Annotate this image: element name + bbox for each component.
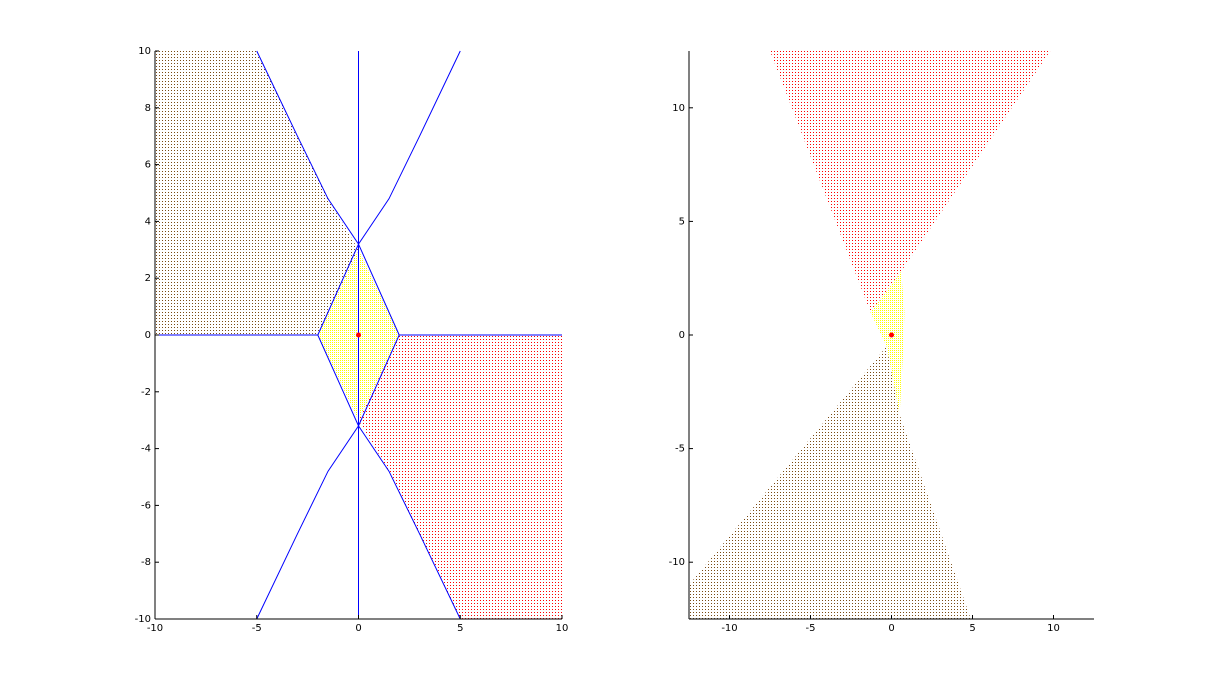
y-tick-label: 4 [145,216,151,227]
x-tick-label: 5 [969,623,975,634]
y-tick-label: 0 [679,330,685,341]
y-tick-label: 8 [145,103,151,114]
x-tick-label: 0 [888,623,894,634]
y-tick-label: 5 [679,216,685,227]
y-tick-label: -4 [141,444,151,455]
y-tick-label: 2 [145,273,151,284]
center-point [889,332,894,338]
boundary-line [256,334,400,620]
dot-region [870,271,905,415]
y-tick-label: -2 [141,387,151,398]
y-tick-label: -5 [675,444,685,455]
y-tick-label: -8 [141,557,151,568]
x-tick-label: 10 [1047,623,1060,634]
x-tick-label: -10 [147,623,163,634]
y-tick-label: -6 [141,500,151,511]
dot-region [358,335,562,619]
y-tick-label: -10 [669,557,685,568]
x-tick-label: -10 [721,623,737,634]
x-tick-label: 0 [355,623,361,634]
boundary-line [256,50,400,336]
x-tick-label: -5 [806,623,816,634]
y-tick-label: -10 [135,614,151,625]
x-tick-label: 5 [457,623,463,634]
x-tick-label: 10 [556,623,569,634]
center-point [356,332,361,338]
y-tick-label: 10 [138,46,151,57]
boundary-line [317,50,461,336]
dot-region [155,51,359,335]
dot-region [689,346,971,619]
y-tick-label: 0 [145,330,151,341]
dot-region [770,51,1051,313]
boundary-line [317,334,461,620]
y-tick-label: 10 [672,103,685,114]
y-tick-label: 6 [145,160,151,171]
x-tick-label: -5 [252,623,262,634]
